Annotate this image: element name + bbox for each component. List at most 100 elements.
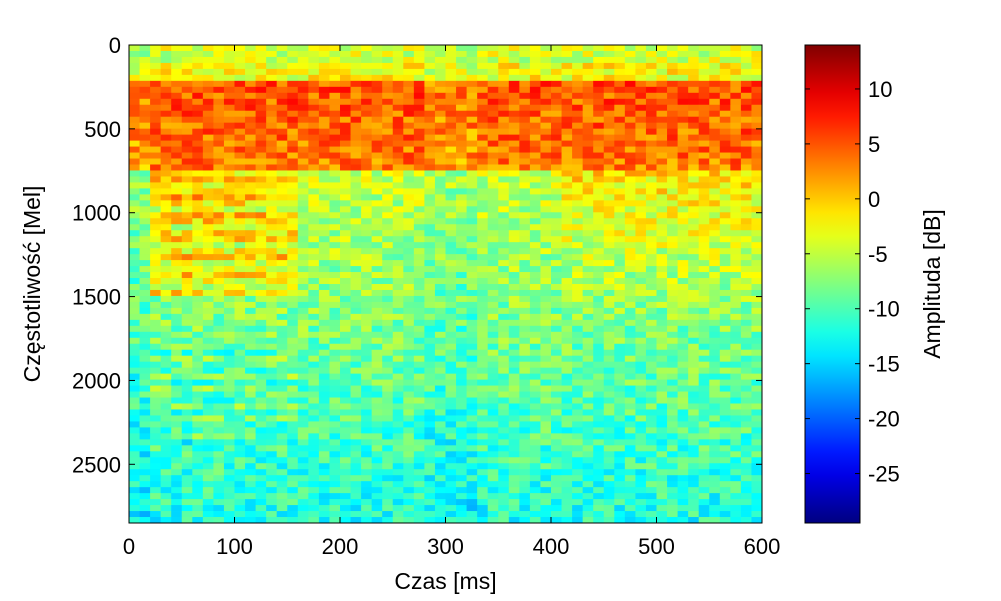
heatmap-cell — [234, 98, 246, 106]
heatmap-cell — [614, 80, 626, 88]
heatmap-cell — [150, 355, 162, 363]
heatmap-cell — [181, 254, 193, 261]
heatmap-cell — [434, 517, 446, 524]
heatmap-cell — [582, 200, 594, 207]
heatmap-cell — [424, 206, 436, 213]
heatmap-cell — [139, 517, 151, 524]
heatmap-cell — [234, 236, 246, 243]
heatmap-cell — [751, 182, 763, 189]
heatmap-cell — [318, 80, 330, 88]
heatmap-cell — [287, 391, 299, 398]
heatmap-cell — [677, 242, 689, 249]
heatmap-cell — [371, 62, 383, 70]
heatmap-cell — [434, 68, 446, 76]
heatmap-cell — [561, 487, 573, 494]
heatmap-cell — [498, 403, 510, 410]
heatmap-cell — [434, 433, 446, 440]
heatmap-cell — [487, 56, 499, 64]
heatmap-cell — [635, 248, 647, 255]
heatmap-cell — [403, 427, 415, 434]
heatmap-cell — [582, 325, 594, 333]
heatmap-cell — [561, 295, 573, 303]
heatmap-cell — [340, 379, 351, 386]
heatmap-cell — [614, 397, 626, 404]
heatmap-cell — [413, 367, 425, 375]
heatmap-cell — [329, 110, 341, 118]
heatmap-cell — [645, 463, 657, 470]
heatmap-cell — [361, 427, 373, 434]
heatmap-cell — [551, 68, 562, 76]
heatmap-cell — [413, 104, 425, 112]
heatmap-cell — [234, 439, 246, 446]
heatmap-cell — [698, 451, 710, 458]
heatmap-cell — [234, 343, 246, 351]
heatmap-cell — [614, 367, 626, 375]
heatmap-cell — [667, 116, 678, 124]
heatmap-cell — [160, 415, 172, 422]
heatmap-cell — [498, 421, 510, 428]
heatmap-cell — [719, 457, 731, 464]
heatmap-cell — [740, 439, 752, 446]
heatmap-cell — [160, 295, 172, 303]
heatmap-cell — [719, 182, 731, 189]
heatmap-cell — [223, 517, 235, 524]
heatmap-cell — [160, 200, 172, 207]
heatmap-cell — [593, 325, 605, 333]
heatmap-cell — [498, 409, 510, 416]
heatmap-cell — [719, 260, 731, 267]
heatmap-cell — [477, 493, 489, 500]
heatmap-cell — [192, 487, 204, 494]
heatmap-cell — [392, 86, 404, 94]
heatmap-cell — [551, 134, 562, 142]
heatmap-cell — [709, 517, 721, 524]
heatmap-cell — [582, 451, 594, 458]
heatmap-cell — [688, 74, 700, 82]
heatmap-cell — [308, 248, 320, 255]
heatmap-cell — [529, 343, 541, 351]
heatmap-cell — [266, 128, 278, 136]
heatmap-cell — [223, 313, 235, 321]
heatmap-cell — [255, 451, 267, 458]
heatmap-cell — [656, 421, 668, 428]
heatmap-cell — [508, 439, 520, 446]
heatmap-cell — [698, 230, 710, 237]
heatmap-cell — [413, 254, 425, 261]
heatmap-cell — [656, 469, 668, 476]
heatmap-cell — [171, 164, 183, 171]
heatmap-cell — [192, 260, 204, 267]
heatmap-cell — [487, 140, 499, 147]
heatmap-cell — [561, 379, 573, 386]
heatmap-cell — [255, 325, 267, 333]
heatmap-cell — [213, 236, 225, 243]
heatmap-cell — [730, 361, 742, 369]
heatmap-cell — [645, 319, 657, 327]
heatmap-cell — [487, 295, 499, 303]
heatmap-cell — [213, 325, 225, 333]
heatmap-cell — [635, 170, 647, 177]
heatmap-cell — [540, 242, 552, 249]
heatmap-cell — [340, 86, 351, 94]
heatmap-cell — [519, 289, 531, 297]
heatmap-cell — [297, 104, 309, 112]
heatmap-cell — [340, 457, 351, 464]
heatmap-cell — [308, 481, 320, 488]
heatmap-cell — [593, 176, 605, 183]
heatmap-cell — [382, 295, 394, 303]
heatmap-cell — [709, 98, 721, 106]
heatmap-cell — [593, 343, 605, 351]
heatmap-cell — [160, 325, 172, 333]
heatmap-cell — [403, 188, 415, 195]
heatmap-cell — [276, 272, 288, 279]
heatmap-cell — [361, 313, 373, 321]
heatmap-cell — [456, 194, 467, 201]
heatmap-cell — [445, 337, 457, 345]
heatmap-cell — [519, 337, 531, 345]
heatmap-cell — [382, 367, 394, 375]
heatmap-cell — [593, 170, 605, 177]
heatmap-cell — [266, 56, 278, 64]
heatmap-cell — [150, 457, 162, 464]
heatmap-cell — [740, 182, 752, 189]
heatmap-cell — [740, 146, 752, 153]
heatmap-cell — [392, 319, 404, 327]
heatmap-cell — [498, 224, 510, 231]
